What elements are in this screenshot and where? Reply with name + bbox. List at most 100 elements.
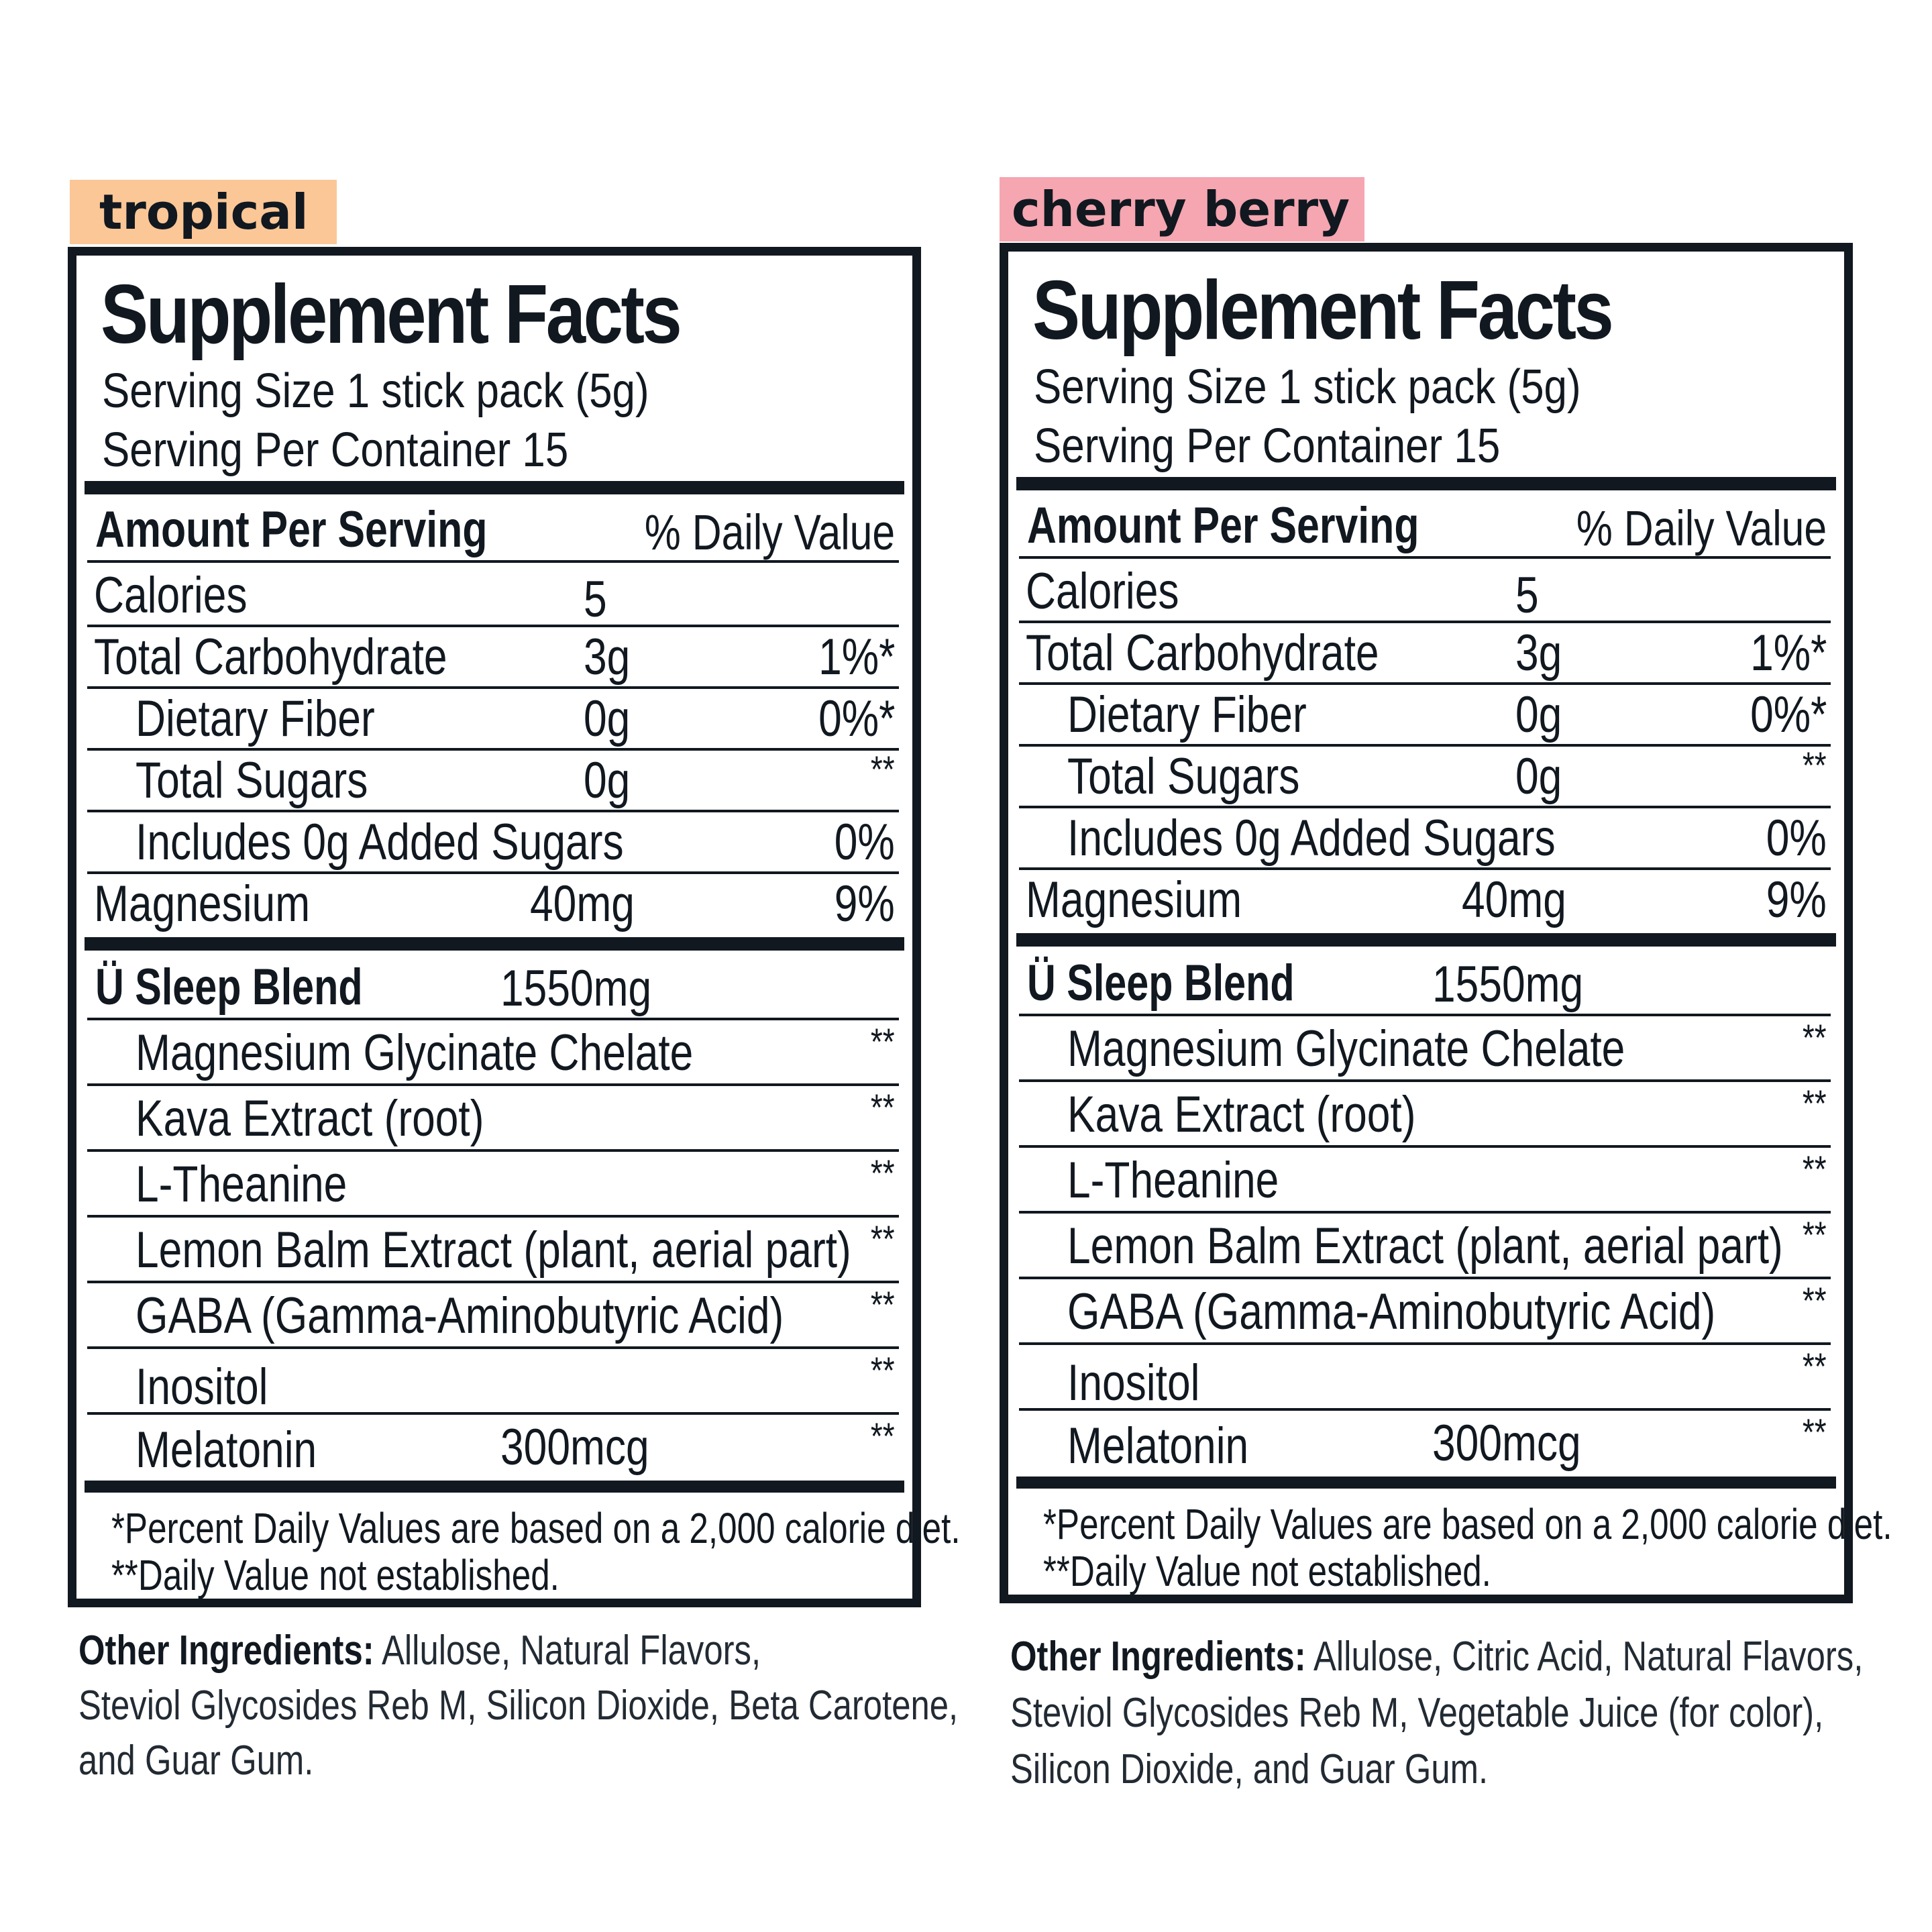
- nutrient-row: Includes 0g Added Sugars 0%: [87, 810, 899, 874]
- amount-per-serving-label: Amount Per Serving: [1027, 497, 1419, 554]
- ingredient-amount: 300mcg: [1432, 1415, 1581, 1472]
- nutrient-amount: 5: [1515, 567, 1539, 624]
- nutrient-dv: 0%*: [818, 690, 895, 747]
- footnote-not-established: **Daily Value not established.: [1043, 1547, 1491, 1595]
- cherry-berry-panel: cherry berry Supplement Facts Serving Si…: [1000, 0, 1892, 1932]
- thick-divider: [85, 481, 904, 494]
- supplement-facts-label: Supplement Facts Serving Size 1 stick pa…: [1000, 243, 1892, 1603]
- blend-item-row: Inositol **: [87, 1349, 899, 1415]
- supplement-facts-label: Supplement Facts Serving Size 1 stick pa…: [68, 247, 961, 1607]
- ingredient-name: Inositol: [136, 1358, 268, 1415]
- amount-header-row: Amount Per Serving % Daily Value: [87, 496, 899, 563]
- nutrient-dv: 0%: [1766, 810, 1827, 867]
- ingredient-name: Melatonin: [1067, 1417, 1249, 1474]
- flavor-tag: cherry berry: [1000, 177, 1365, 241]
- ingredient-dv: **: [1803, 1345, 1827, 1387]
- servings-per-container: Serving Per Container 15: [102, 423, 569, 477]
- nutrient-name: Magnesium: [1026, 871, 1242, 928]
- ingredient-name: Lemon Balm Extract (plant, aerial part): [1067, 1218, 1783, 1275]
- footnote-daily-values: *Percent Daily Values are based on a 2,0…: [1043, 1500, 1892, 1548]
- label-title: Supplement Facts: [101, 268, 682, 361]
- ingredient-name: Magnesium Glycinate Chelate: [1067, 1020, 1625, 1077]
- other-ingredients-label: Other Ingredients:: [1010, 1633, 1306, 1680]
- nutrient-name: Magnesium: [94, 875, 311, 932]
- ingredient-name: L-Theanine: [1067, 1152, 1279, 1209]
- nutrient-amount: 0g: [1515, 686, 1562, 743]
- other-ingredients-label: Other Ingredients:: [78, 1627, 374, 1674]
- serving-size: Serving Size 1 stick pack (5g): [1034, 360, 1581, 414]
- nutrient-row: Total Sugars 0g **: [87, 748, 899, 812]
- other-ingredients-text: Allulose, Citric Acid, Natural Flavors,: [1305, 1633, 1864, 1680]
- ingredient-name: GABA (Gamma-Aminobutyric Acid): [136, 1287, 784, 1344]
- daily-value-header: % Daily Value: [644, 504, 895, 560]
- ingredient-name: Inositol: [1067, 1354, 1200, 1411]
- nutrient-amount: 0g: [584, 690, 631, 747]
- nutrient-dv: 9%: [1766, 871, 1827, 928]
- blend-item-row: L-Theanine **: [1019, 1148, 1831, 1214]
- nutrient-name: Dietary Fiber: [136, 690, 375, 747]
- other-ingredients: Other Ingredients: Allulose, Citric Acid…: [1010, 1629, 1863, 1798]
- blend-item-row: GABA (Gamma-Aminobutyric Acid) **: [87, 1283, 899, 1349]
- nutrient-row: Total Carbohydrate 3g 1%*: [87, 625, 899, 689]
- nutrient-name: Total Sugars: [136, 752, 368, 809]
- serving-size: Serving Size 1 stick pack (5g): [102, 364, 649, 418]
- label-title: Supplement Facts: [1032, 264, 1614, 357]
- ingredient-dv: **: [1803, 1082, 1827, 1124]
- blend-item-row: Kava Extract (root) **: [87, 1086, 899, 1152]
- nutrient-name: Includes 0g Added Sugars: [136, 814, 624, 871]
- ingredient-dv: **: [871, 1283, 895, 1326]
- blend-amount: 1550mg: [500, 960, 652, 1017]
- ingredient-dv: **: [1803, 1148, 1827, 1190]
- ingredient-dv: **: [871, 1415, 895, 1457]
- nutrient-dv: **: [1803, 744, 1827, 786]
- nutrient-name: Calories: [1026, 563, 1179, 620]
- thick-divider: [1016, 933, 1836, 947]
- nutrient-name: Includes 0g Added Sugars: [1067, 810, 1556, 867]
- nutrient-name: Total Sugars: [1067, 748, 1300, 805]
- other-ingredients-text: Steviol Glycosides Reb M, Vegetable Juic…: [1010, 1690, 1824, 1736]
- blend-item-row: Lemon Balm Extract (plant, aerial part) …: [1019, 1214, 1831, 1279]
- blend-item-row: GABA (Gamma-Aminobutyric Acid) **: [1019, 1279, 1831, 1345]
- blend-item-row: L-Theanine **: [87, 1152, 899, 1218]
- ingredient-dv: **: [1803, 1411, 1827, 1453]
- ingredient-dv: **: [871, 1349, 895, 1391]
- nutrient-dv: 0%*: [1750, 686, 1827, 743]
- blend-item-row: Melatonin 300mcg **: [87, 1415, 899, 1479]
- blend-item-row: Kava Extract (root) **: [1019, 1082, 1831, 1148]
- blend-header-row: Ü Sleep Blend 1550mg: [1019, 947, 1831, 1016]
- ingredient-name: Kava Extract (root): [136, 1090, 484, 1147]
- nutrient-row: Magnesium 40mg 9%: [87, 871, 899, 933]
- blend-item-row: Melatonin 300mcg **: [1019, 1411, 1831, 1475]
- ingredient-name: Kava Extract (root): [1067, 1086, 1416, 1143]
- blend-name: Ü Sleep Blend: [1027, 955, 1295, 1012]
- nutrient-amount: 0g: [584, 752, 631, 809]
- thick-divider: [1016, 477, 1836, 490]
- ingredient-dv: **: [1803, 1279, 1827, 1322]
- other-ingredients-text: Allulose, Natural Flavors,: [374, 1627, 761, 1674]
- ingredient-dv: **: [871, 1020, 895, 1063]
- nutrient-row: Dietary Fiber 0g 0%*: [87, 686, 899, 751]
- nutrient-row: Calories 5: [87, 563, 899, 628]
- ingredient-name: Magnesium Glycinate Chelate: [136, 1024, 694, 1081]
- blend-amount: 1550mg: [1432, 956, 1584, 1013]
- ingredient-dv: **: [1803, 1214, 1827, 1256]
- footnote-not-established: **Daily Value not established.: [111, 1551, 559, 1599]
- nutrient-dv: 1%*: [818, 629, 895, 686]
- servings-per-container: Serving Per Container 15: [1034, 419, 1501, 473]
- other-ingredients-text: and Guar Gum.: [78, 1737, 314, 1784]
- blend-item-row: Inositol **: [1019, 1345, 1831, 1411]
- tropical-panel: tropical Supplement Facts Serving Size 1…: [68, 0, 961, 1932]
- nutrient-row: Magnesium 40mg 9%: [1019, 867, 1831, 929]
- nutrient-dv: **: [871, 748, 895, 790]
- daily-value-header: % Daily Value: [1576, 500, 1827, 556]
- ingredient-name: GABA (Gamma-Aminobutyric Acid): [1067, 1283, 1716, 1340]
- other-ingredients-text: Steviol Glycosides Reb M, Silicon Dioxid…: [78, 1682, 959, 1729]
- nutrient-row: Calories 5: [1019, 559, 1831, 624]
- flavor-tag: tropical: [70, 180, 337, 244]
- blend-item-row: Lemon Balm Extract (plant, aerial part) …: [87, 1218, 899, 1283]
- nutrient-dv: 9%: [834, 875, 895, 932]
- footnote-daily-values: *Percent Daily Values are based on a 2,0…: [111, 1504, 961, 1552]
- nutrient-amount: 40mg: [530, 875, 635, 932]
- ingredient-name: Melatonin: [136, 1421, 317, 1479]
- nutrient-row: Dietary Fiber 0g 0%*: [1019, 682, 1831, 747]
